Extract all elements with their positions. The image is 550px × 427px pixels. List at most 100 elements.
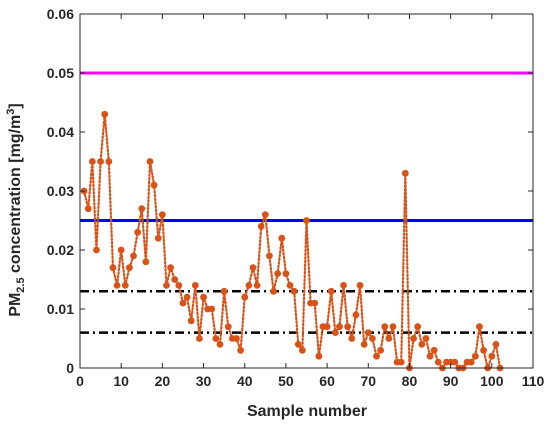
- data-point: [257, 223, 265, 230]
- y-tick-label: 0.02: [47, 242, 74, 258]
- data-point: [331, 329, 339, 336]
- data-point: [179, 299, 187, 307]
- y-axis-title: PM2.5 concentration [mg/m3]: [5, 103, 27, 316]
- data-point: [146, 158, 154, 165]
- data-point: [208, 305, 216, 313]
- data-point: [245, 282, 253, 289]
- data-point: [480, 346, 487, 354]
- data-point: [237, 346, 245, 354]
- data-point: [340, 282, 347, 289]
- data-point: [216, 341, 224, 348]
- data-point: [113, 282, 121, 289]
- y-tick-label: 0.03: [47, 183, 74, 199]
- data-point: [430, 346, 438, 354]
- x-tick-label: 110: [522, 373, 545, 389]
- data-point: [142, 258, 150, 266]
- data-point: [233, 335, 240, 342]
- data-point: [401, 169, 409, 177]
- data-point: [282, 270, 290, 277]
- data-point: [397, 358, 405, 366]
- data-point: [224, 323, 232, 331]
- data-point: [175, 282, 183, 289]
- data-point: [191, 282, 199, 289]
- y-axis-title-middle: concentration [mg/m: [7, 115, 24, 278]
- series-layer: [80, 110, 504, 372]
- data-point: [196, 335, 203, 342]
- data-point: [303, 217, 310, 224]
- data-point: [385, 335, 393, 342]
- data-point: [323, 323, 331, 331]
- data-point: [158, 211, 166, 219]
- data-point: [253, 282, 261, 289]
- data-point: [183, 293, 191, 301]
- data-point: [389, 323, 397, 331]
- data-point: [294, 341, 302, 348]
- data-point: [274, 270, 282, 277]
- data-point: [451, 358, 459, 366]
- data-point: [373, 352, 380, 360]
- data-point: [171, 276, 179, 283]
- data-point: [97, 158, 104, 165]
- x-tick-label: 90: [443, 373, 459, 389]
- data-point: [126, 264, 133, 272]
- data-point: [150, 181, 158, 189]
- x-axis-title: Sample number: [247, 403, 367, 420]
- data-point: [200, 293, 207, 301]
- data-point: [344, 323, 352, 331]
- x-tick-label: 50: [278, 373, 294, 389]
- data-point: [117, 246, 125, 254]
- data-point: [422, 335, 430, 342]
- data-point: [352, 311, 360, 319]
- data-point: [467, 358, 475, 366]
- data-point: [212, 335, 220, 342]
- x-tick-label: 60: [319, 373, 335, 389]
- y-axis-title-prefix: PM: [7, 293, 24, 317]
- x-tick-label: 70: [360, 373, 376, 389]
- data-point: [154, 234, 162, 242]
- axes-layer: 0 10 20 30 40 50 60 70 80 90 100 110 0 0.01 0.02 0.03 0.…: [47, 6, 545, 389]
- data-point: [360, 341, 368, 348]
- data-point: [130, 252, 137, 260]
- data-point: [261, 211, 269, 219]
- data-point: [286, 282, 294, 289]
- y-axis-title-subscript: 2.5: [15, 277, 27, 292]
- data-point: [167, 264, 175, 272]
- data-point: [426, 352, 434, 360]
- y-axis-title-superscript: 3: [5, 109, 17, 115]
- data-point: [220, 287, 228, 295]
- x-tick-label: 30: [196, 373, 212, 389]
- data-point: [249, 264, 257, 272]
- data-point: [410, 335, 417, 342]
- data-point: [84, 205, 92, 213]
- data-point: [163, 282, 170, 289]
- data-point: [278, 234, 286, 242]
- data-point: [311, 299, 319, 307]
- x-tick-label: 0: [76, 373, 84, 389]
- x-tick-label: 10: [113, 373, 129, 389]
- data-point: [471, 352, 479, 360]
- x-tick-label: 20: [155, 373, 171, 389]
- data-point: [418, 341, 426, 348]
- data-point: [134, 228, 142, 236]
- y-tick-label: 0.04: [47, 124, 74, 140]
- y-tick-label: 0: [66, 360, 74, 376]
- data-point: [101, 110, 109, 118]
- data-point: [414, 323, 422, 331]
- data-point: [368, 335, 376, 342]
- data-point: [476, 323, 483, 331]
- x-tick-label: 80: [402, 373, 418, 389]
- y-axis-title-suffix: ]: [7, 103, 24, 108]
- data-point: [336, 323, 343, 331]
- y-tick-label: 0.06: [47, 6, 74, 22]
- data-point: [88, 158, 96, 165]
- data-point: [434, 358, 442, 366]
- data-point: [105, 158, 113, 165]
- data-point: [138, 205, 146, 213]
- data-point: [364, 329, 372, 336]
- data-point: [488, 352, 496, 360]
- data-point: [270, 287, 277, 295]
- data-point: [356, 282, 364, 289]
- data-point: [121, 282, 129, 289]
